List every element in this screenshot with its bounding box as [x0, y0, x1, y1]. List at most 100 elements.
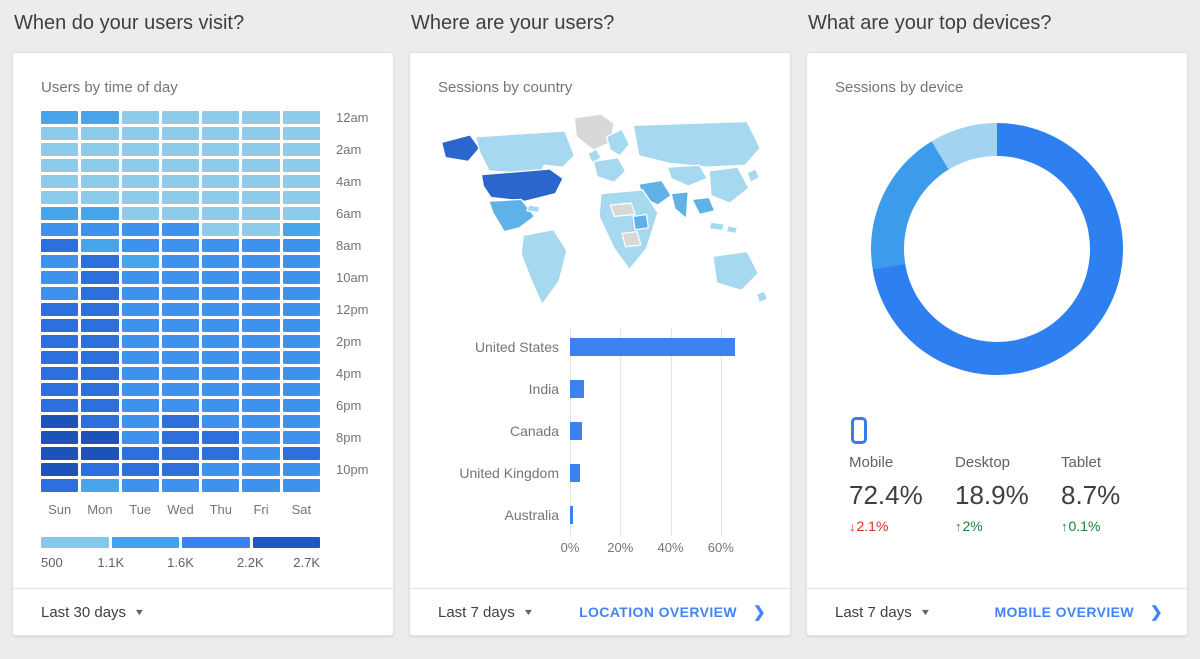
heatmap-cell [282, 159, 320, 172]
heatmap-legend: 500 1.1K 1.6K 2.2K 2.7K [41, 537, 320, 571]
heatmap-cell [242, 383, 280, 396]
heatmap-cell [161, 319, 200, 332]
card-footer: Last 7 days ▼ MOBILE OVERVIEW ❯ [807, 588, 1187, 635]
legend-stop-label: 1.6K [167, 555, 194, 570]
heatmap-cell [242, 255, 280, 268]
heatmap-cell [202, 319, 240, 332]
heatmap-cell [242, 223, 280, 236]
map-indonesia [708, 221, 725, 232]
legend-segment [252, 537, 320, 548]
heatmap-cell [202, 143, 240, 156]
device-stat-tablet: Tablet 8.7% ↑ 0.1% [1061, 454, 1167, 534]
map-united-kingdom [587, 148, 602, 164]
heatmap-cell [282, 415, 320, 428]
arrow-up-icon: ↑ [1061, 519, 1068, 534]
bar-gridline [720, 328, 722, 536]
map-united-states [480, 168, 564, 202]
heatmap-cell [81, 239, 119, 252]
delta-value: 2.1% [856, 518, 889, 534]
heatmap-cell [121, 239, 159, 252]
heatmap-cell [121, 191, 159, 204]
heatmap-cell [202, 447, 240, 460]
heatmap-cell [161, 383, 200, 396]
section-where-users: Where are your users? Sessions by countr… [409, 10, 791, 636]
dropdown-caret-icon: ▼ [522, 607, 534, 617]
heatmap-cell [202, 399, 240, 412]
heatmap-cell [41, 463, 79, 476]
analytics-dashboard: When do your users visit? Users by time … [12, 10, 1188, 636]
heatmap-cell [41, 143, 79, 156]
map-japan [746, 168, 760, 183]
heatmap-cell [41, 367, 79, 380]
heatmap-cell [202, 287, 240, 300]
date-range-selector[interactable]: Last 7 days ▼ [438, 604, 534, 621]
heatmap-cell [121, 351, 159, 364]
date-range-selector[interactable]: Last 7 days ▼ [835, 604, 931, 621]
heatmap-cell [81, 159, 119, 172]
card-footer: Last 30 days ▼ [13, 588, 393, 635]
heatmap-cell [121, 111, 159, 124]
heatmap-cell [202, 431, 240, 444]
legend-stop-label: 2.2K [236, 555, 264, 570]
heatmap-cell [81, 287, 119, 300]
heatmap-cell [41, 239, 79, 252]
heatmap-cell [282, 223, 320, 236]
device-value: 18.9% [955, 480, 1029, 510]
heatmap-cell [161, 335, 200, 348]
heatmap-cell [202, 383, 240, 396]
mobile-overview-link[interactable]: MOBILE OVERVIEW ❯ [994, 603, 1163, 621]
heatmap-cell [81, 207, 119, 220]
heatmap-cell [41, 255, 79, 268]
heatmap-cell [81, 367, 119, 380]
heatmap-cell [242, 319, 280, 332]
bar-row: Canada [436, 410, 768, 452]
map-india [670, 191, 689, 219]
heatmap-cell [282, 351, 320, 364]
map-caribbean [526, 204, 541, 214]
sessions-by-country-bar-chart: United States India Canada United Kingdom Au… [436, 326, 768, 558]
date-range-label: Last 30 days [41, 603, 127, 621]
device-stats: Mobile 72.4% ↓ 2.1% Desktop 18.9% ↑ 2% [849, 417, 1167, 534]
heatmap-cell [202, 191, 240, 204]
heatmap-cell [161, 351, 200, 364]
heatmap-cell [161, 175, 200, 188]
heatmap-cell [41, 271, 79, 284]
heatmap-cell [282, 287, 320, 300]
hour-axis-label: 4am [335, 174, 362, 189]
map-east-africa [632, 213, 649, 231]
heatmap-cell [242, 175, 280, 188]
axis-tick-label: 0% [560, 540, 580, 555]
heatmap-cell [242, 335, 280, 348]
overview-link-label: MOBILE OVERVIEW [994, 604, 1135, 620]
device-label: Desktop [955, 454, 1011, 471]
device-label: Mobile [849, 454, 894, 471]
heatmap-cell [282, 303, 320, 316]
heatmap-cell [81, 447, 119, 460]
heatmap-cell [202, 127, 240, 140]
device-value: 8.7% [1061, 480, 1121, 510]
hour-axis-label: 12am [335, 110, 369, 125]
heatmap-cell [242, 271, 280, 284]
heatmap-cell [41, 399, 79, 412]
card-sessions-by-country: Sessions by country [409, 52, 791, 636]
bar-category-label: Australia [504, 507, 559, 523]
heatmap-cell [202, 255, 240, 268]
bar-track [570, 422, 766, 440]
heatmap-cell [202, 271, 240, 284]
heatmap-cell [282, 447, 320, 460]
map-australia [712, 250, 760, 292]
heatmap-area: 12am 2am 4am 6am 8am 10am 12pm 2pm 4pm 6pm 8pm 10pm… [13, 111, 393, 571]
heatmap-cell [161, 191, 200, 204]
heatmap-cell [41, 159, 79, 172]
heatmap-cell [121, 287, 159, 300]
location-overview-link[interactable]: LOCATION OVERVIEW ❯ [579, 603, 766, 621]
heatmap-cell [81, 271, 119, 284]
heatmap-cell [202, 367, 240, 380]
heatmap-cell [242, 127, 280, 140]
heatmap-cell [161, 111, 200, 124]
bar-gridline [670, 328, 672, 536]
date-range-selector[interactable]: Last 30 days ▼ [41, 603, 145, 621]
hour-axis-label: 6am [335, 206, 362, 221]
section-question: When do your users visit? [14, 12, 245, 34]
heatmap-cell [282, 255, 320, 268]
